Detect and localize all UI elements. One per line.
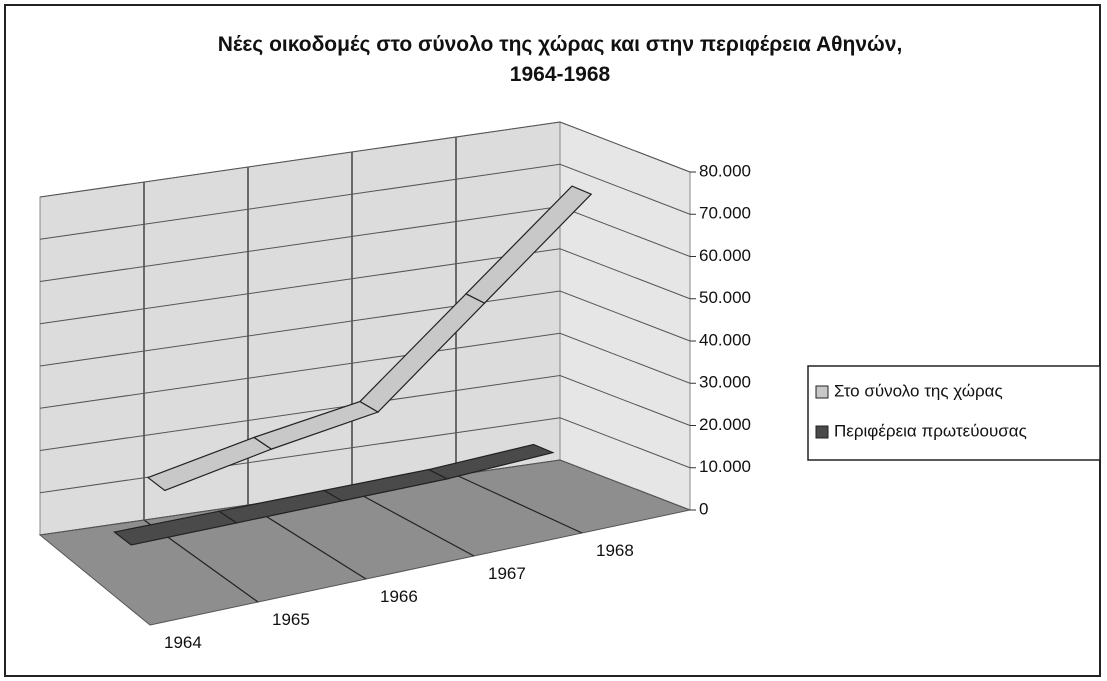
legend-label: Στο σύνολο της χώρας: [834, 381, 1003, 400]
y-tick-label: 60.000: [699, 246, 751, 265]
grid-line: [39, 290, 691, 367]
floor-line: [247, 504, 367, 580]
grid-line: [39, 163, 691, 240]
x-tick-label: 1964: [164, 633, 202, 652]
y-tick-label: 50.000: [699, 288, 751, 307]
x-tick-label: 1968: [596, 541, 634, 560]
legend-swatch: [815, 425, 829, 439]
chart-title: Νέες οικοδομές στο σύνολο της χώρας και …: [217, 33, 903, 86]
ribbon-segment: [427, 443, 555, 480]
grid-line: [39, 248, 691, 325]
x-tick-label: 1966: [380, 587, 418, 606]
floor-line: [455, 474, 583, 534]
legend-box: [807, 365, 1101, 461]
grid-line: [39, 374, 691, 451]
y-tick-label: 30.000: [699, 373, 751, 392]
y-tick-label: 80.000: [699, 161, 751, 180]
y-tick-label: 70.000: [699, 204, 751, 223]
y-tick-label: 10.000: [699, 457, 751, 476]
y-tick-label: 40.000: [699, 330, 751, 349]
floor-line: [351, 489, 475, 557]
grid-line: [39, 121, 691, 198]
legend-label: Περιφέρεια πρωτεύουσας: [834, 421, 1027, 440]
grid-line: [39, 459, 691, 536]
x-tick-label: 1967: [488, 564, 526, 583]
y-tick-label: 20.000: [699, 415, 751, 434]
chart-frame: [4, 4, 1101, 677]
grid-line: [39, 332, 691, 409]
ribbon-segment: [464, 185, 593, 304]
x-tick-label: 1965: [272, 610, 310, 629]
y-tick-label: 0: [699, 499, 708, 518]
legend-swatch: [815, 385, 829, 399]
